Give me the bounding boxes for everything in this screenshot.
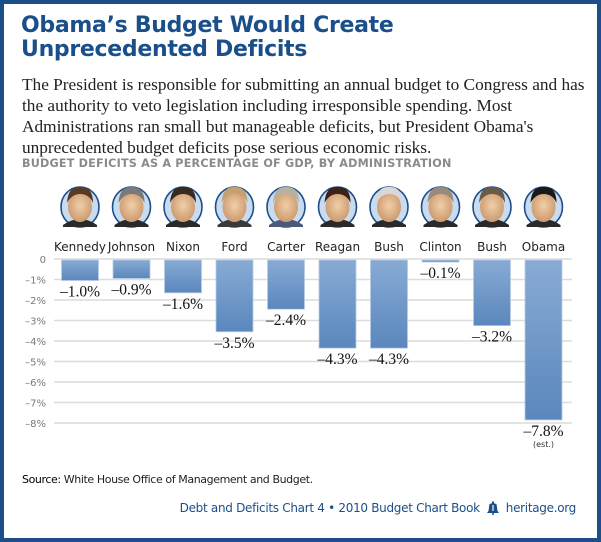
value-note: (est.) [533,440,554,449]
category-label: Carter [267,240,305,254]
category-label: Clinton [419,240,461,254]
source-note: Source: White House Office of Management… [22,473,313,486]
portrait-hair [479,186,505,203]
bar [164,259,202,294]
category-label: Kennedy [54,240,106,254]
johnson-portrait-icon [111,186,152,228]
portrait-hair [324,186,351,203]
bar [61,259,99,281]
bar [524,259,563,421]
portrait-hair [170,186,196,203]
bar [370,259,408,349]
bar [318,259,357,349]
bars [61,259,563,421]
portrait-suit [526,219,561,227]
portrait-face [325,192,350,222]
portraits [60,186,564,228]
bar [215,259,254,333]
ford-portrait-icon [214,186,255,228]
footer-text: Debt and Deficits Chart 4 • 2010 Budget … [179,501,480,515]
portrait-face [428,192,453,222]
portrait-face [222,192,247,222]
bush-sr-portrait-icon [369,186,409,228]
portrait-face [480,192,504,222]
chart-title: BUDGET DEFICITS AS A PERCENTAGE OF GDP, … [22,157,452,170]
portrait-suit [114,219,149,227]
portrait-suit [475,219,509,227]
value-label: –4.3% [316,351,357,368]
y-axis-ticks: 0 –1% –2% –3% –4% –5% –6% –7% –8% [25,255,46,430]
kennedy-portrait-icon [60,186,100,228]
source-label: Source: [22,473,61,486]
portrait-suit [166,219,200,227]
y-tick-label: –1% [25,276,46,287]
portrait-suit [423,219,458,227]
category-label: Reagan [315,240,360,254]
y-tick-label: –3% [25,317,46,328]
portrait-suit [217,219,252,227]
page-title: Obama’s Budget Would Create Unprecedente… [21,13,394,62]
portrait-hair [530,186,557,203]
carter-portrait-icon [266,186,306,228]
bar [267,259,305,310]
value-label: –0.9% [110,281,151,298]
reagan-portrait-icon [317,186,358,228]
value-labels: Kennedy –1.0% Johnson –0.9% Nixon –1.6% Ford –3… [54,240,565,449]
footer: Debt and Deficits Chart 4 • 2010 Budget … [180,501,576,515]
liberty-bell-icon [486,501,499,515]
y-tick-label: –4% [25,337,46,348]
value-label: –0.1% [419,265,460,282]
deficit-bar-chart: 0 –1% –2% –3% –4% –5% –6% –7% –8% Kennedy –1.0% Jo… [25,186,572,449]
portrait-face [171,192,195,222]
clinton-portrait-icon [420,186,461,228]
category-label: Nixon [166,240,200,254]
value-label: –3.2% [471,329,512,346]
y-tick-label: –6% [25,378,46,389]
portrait-hair [221,186,248,203]
portrait-suit [372,219,406,227]
value-label: –1.0% [59,284,100,301]
portrait-suit [320,219,355,227]
y-tick-label: –5% [25,358,46,369]
y-tick-label: –8% [25,419,46,430]
gridlines [54,258,572,424]
portrait-hair [67,186,93,203]
portrait-suit [269,219,303,227]
portrait-hair [376,186,402,203]
source-text: White House Office of Management and Bud… [60,473,313,486]
category-label: Ford [221,240,247,254]
portrait-face [274,192,298,222]
value-label: –4.3% [368,351,409,368]
portrait-hair [118,186,145,203]
bar [421,259,460,263]
intro-paragraph: The President is responsible for submitt… [22,75,585,157]
value-label: –1.6% [162,296,203,313]
category-label: Obama [522,240,565,254]
bar [112,259,151,279]
portrait-hair [427,186,454,203]
y-tick-label: –7% [25,399,46,410]
bush-jr-portrait-icon [472,186,512,228]
value-label: –7.8% [522,423,563,440]
footer-site-link[interactable]: heritage.org [505,501,577,515]
category-label: Johnson [107,240,155,254]
bar [473,259,511,326]
portrait-face [377,192,401,222]
portrait-hair [273,186,299,203]
portrait-suit [63,219,97,227]
category-label: Bush [374,240,404,254]
portrait-face [119,192,144,222]
obama-portrait-icon [523,186,564,228]
value-label: –2.4% [265,312,306,329]
y-tick-label: –2% [25,296,46,307]
category-label: Bush [477,240,507,254]
portrait-face [68,192,92,222]
portrait-face [531,192,556,222]
y-tick-label: 0 [40,255,46,266]
nixon-portrait-icon [163,186,203,228]
value-label: –3.5% [213,335,254,352]
